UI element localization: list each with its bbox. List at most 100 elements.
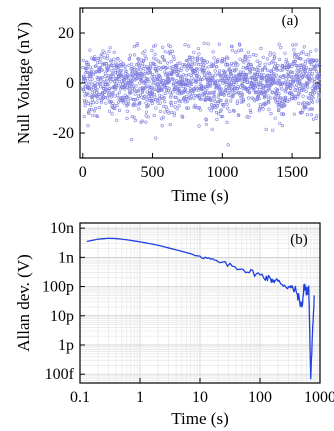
scatter-point xyxy=(244,66,248,70)
scatter-point xyxy=(103,71,107,75)
scatter-point xyxy=(302,86,306,90)
scatter-point xyxy=(142,58,146,63)
scatter-point xyxy=(316,91,320,95)
scatter-point xyxy=(192,88,197,92)
scatter-point xyxy=(212,94,216,98)
scatter-point xyxy=(156,88,160,93)
scatter-point xyxy=(159,75,163,79)
scatter-point xyxy=(267,100,271,105)
scatter-point xyxy=(194,85,198,89)
scatter-point xyxy=(269,96,273,100)
scatter-point xyxy=(106,66,110,70)
scatter-point xyxy=(169,95,173,99)
scatter-point xyxy=(209,109,213,113)
y-tick-label: 1n xyxy=(58,249,74,266)
scatter-point xyxy=(231,108,236,113)
scatter-point xyxy=(131,84,136,89)
scatter-point xyxy=(265,68,270,73)
scatter-point xyxy=(163,70,167,74)
scatter-point xyxy=(229,99,233,103)
scatter-point xyxy=(178,99,182,103)
scatter-point xyxy=(148,86,152,90)
scatter-point xyxy=(170,110,174,115)
scatter-point xyxy=(169,100,173,104)
scatter-point xyxy=(96,92,101,96)
scatter-point xyxy=(147,96,151,101)
scatter-point xyxy=(191,91,195,96)
scatter-point xyxy=(106,96,110,100)
scatter-point xyxy=(114,82,118,86)
scatter-point xyxy=(307,80,311,85)
scatter-point xyxy=(311,96,315,100)
y-tick-label: -20 xyxy=(53,125,74,142)
scatter-point xyxy=(261,107,265,111)
scatter-point xyxy=(151,78,156,82)
scatter-point xyxy=(132,115,136,119)
scatter-point xyxy=(277,42,281,46)
scatter-point xyxy=(298,74,302,78)
scatter-point xyxy=(155,77,160,81)
scatter-point xyxy=(124,70,129,74)
scatter-point xyxy=(83,104,87,108)
scatter-point xyxy=(313,80,317,84)
scatter-point xyxy=(123,64,128,68)
panel-a: 0 500 1000 1500 -20 0 20 (a) Time (s) Null Vo… xyxy=(14,7,322,205)
scatter-point xyxy=(208,91,212,96)
scatter-point xyxy=(272,56,276,60)
scatter-point xyxy=(109,95,113,99)
scatter-point xyxy=(219,87,224,91)
scatter-point xyxy=(251,88,256,92)
scatter-point xyxy=(254,83,258,87)
scatter-point xyxy=(150,89,155,93)
scatter-point xyxy=(109,80,113,84)
scatter-point xyxy=(138,87,142,91)
scatter-point xyxy=(248,71,252,75)
scatter-point xyxy=(156,88,160,92)
scatter-point xyxy=(209,98,213,103)
scatter-point xyxy=(286,79,290,83)
scatter-point xyxy=(140,62,145,66)
scatter-point xyxy=(149,94,154,98)
scatter-point xyxy=(143,72,147,76)
scatter-point xyxy=(100,68,104,72)
scatter-point xyxy=(131,89,135,93)
scatter-point xyxy=(180,99,184,103)
scatter-point xyxy=(234,67,238,71)
scatter-point xyxy=(254,81,258,85)
scatter-point xyxy=(256,70,260,74)
scatter-point xyxy=(284,90,288,94)
scatter-point xyxy=(82,89,86,94)
scatter-point xyxy=(291,43,295,47)
scatter-point xyxy=(91,100,95,105)
scatter-point xyxy=(236,63,240,67)
scatter-point xyxy=(130,66,134,70)
scatter-point xyxy=(249,110,253,115)
scatter-point xyxy=(188,64,192,68)
scatter-point xyxy=(138,64,142,68)
scatter-point xyxy=(307,102,311,106)
scatter-point xyxy=(267,107,271,112)
scatter-point xyxy=(158,97,162,101)
scatter-point xyxy=(252,72,257,76)
scatter-point xyxy=(160,117,164,121)
scatter-point xyxy=(264,94,268,98)
scatter-point xyxy=(91,113,95,117)
scatter-point xyxy=(216,58,220,62)
scatter-point xyxy=(230,77,234,81)
scatter-point xyxy=(249,63,253,67)
scatter-point xyxy=(311,117,316,121)
scatter-point xyxy=(132,98,136,102)
scatter-point xyxy=(230,48,234,52)
scatter-point xyxy=(228,110,232,114)
scatter-point xyxy=(144,85,149,89)
scatter-point xyxy=(152,113,156,118)
scatter-point xyxy=(245,115,249,119)
scatter-point xyxy=(93,58,97,62)
scatter-point xyxy=(256,90,261,94)
scatter-point xyxy=(168,52,173,56)
scatter-point xyxy=(154,98,158,102)
scatter-point xyxy=(127,57,131,61)
scatter-point xyxy=(102,62,107,66)
scatter-point xyxy=(139,73,143,77)
scatter-point xyxy=(135,68,139,72)
